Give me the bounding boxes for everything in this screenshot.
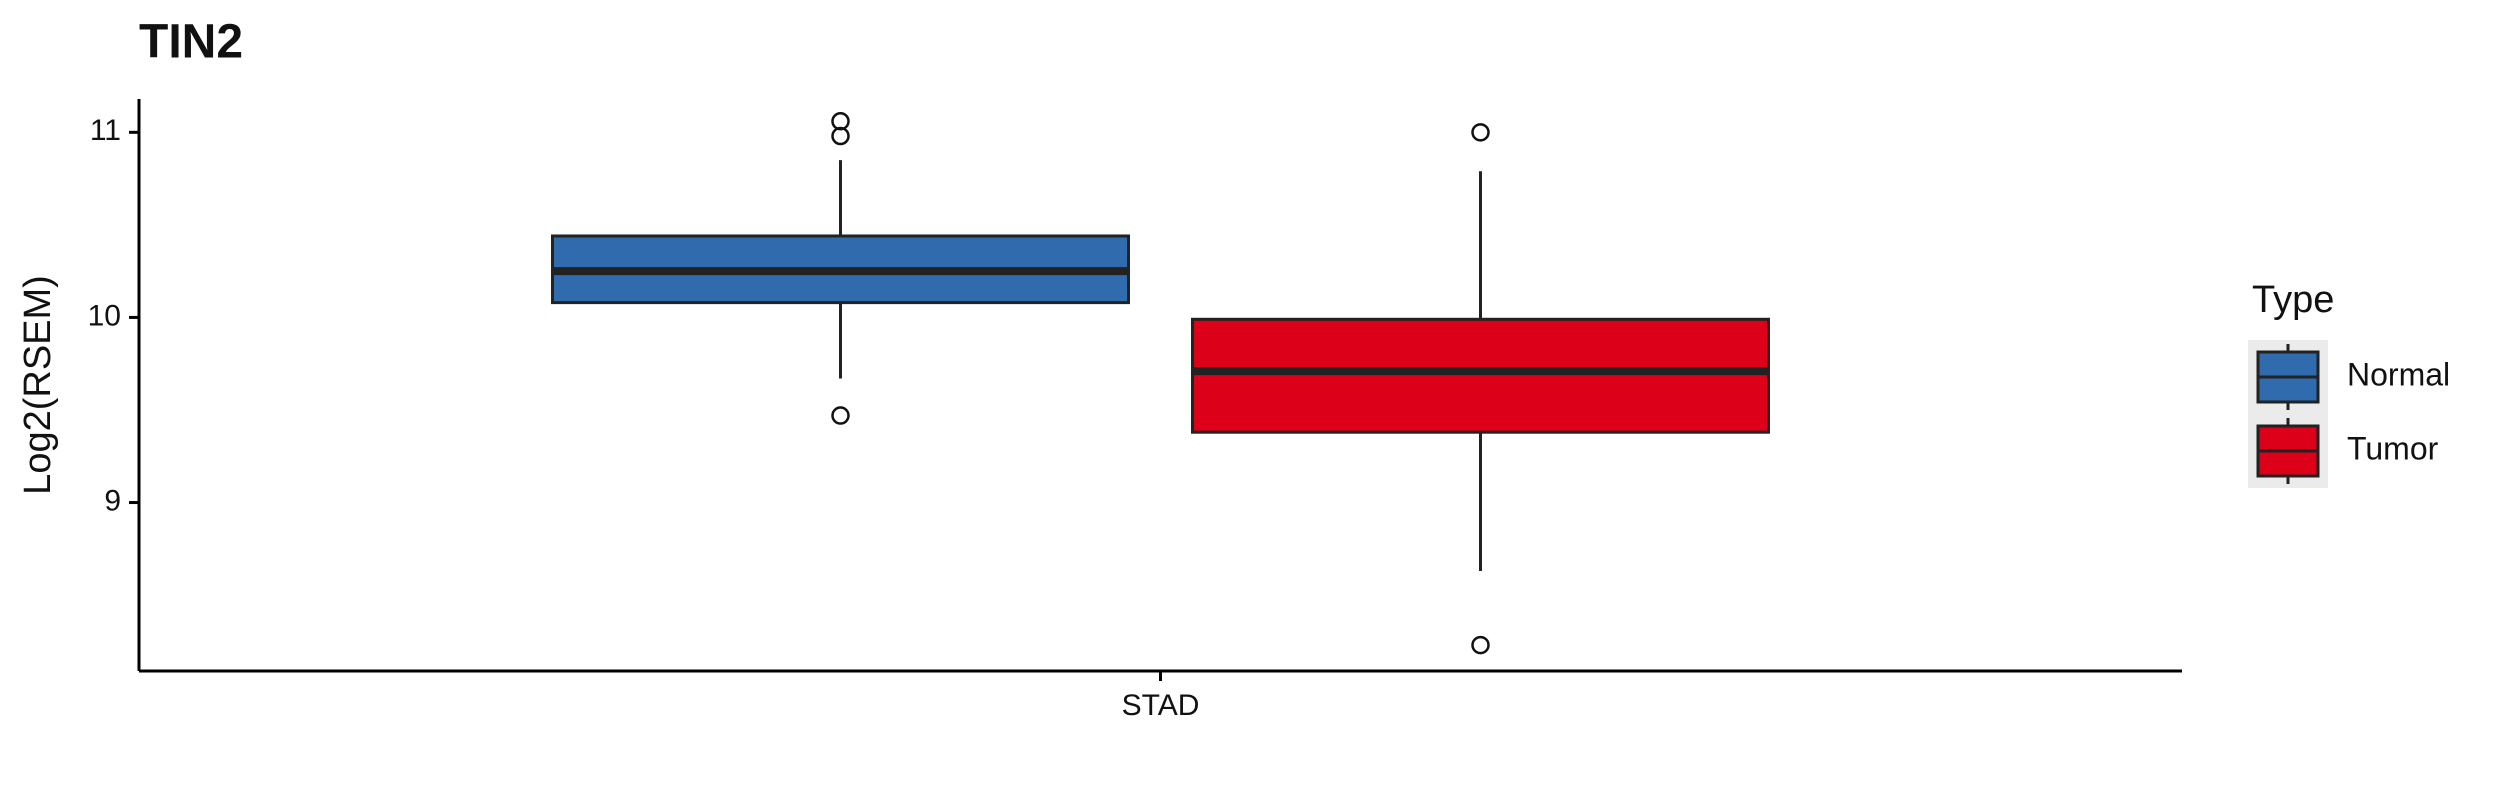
x-tick-label: STAD [1122, 689, 1200, 722]
outlier [1471, 635, 1490, 655]
y-tick-label: 10 [88, 299, 121, 332]
y-tick-label: 11 [90, 114, 121, 147]
box [1191, 317, 1770, 434]
chart-title: TIN2 [139, 16, 243, 69]
legend-label: Normal [2347, 356, 2450, 392]
outlier [831, 406, 850, 425]
y-axis-label: Log2(RSEM) [17, 275, 59, 495]
outlier [831, 126, 850, 146]
outlier [1471, 123, 1490, 142]
y-tick-label: 9 [104, 484, 121, 517]
legend-title: Type [2252, 279, 2334, 321]
legend-label: Tumor [2347, 430, 2439, 466]
